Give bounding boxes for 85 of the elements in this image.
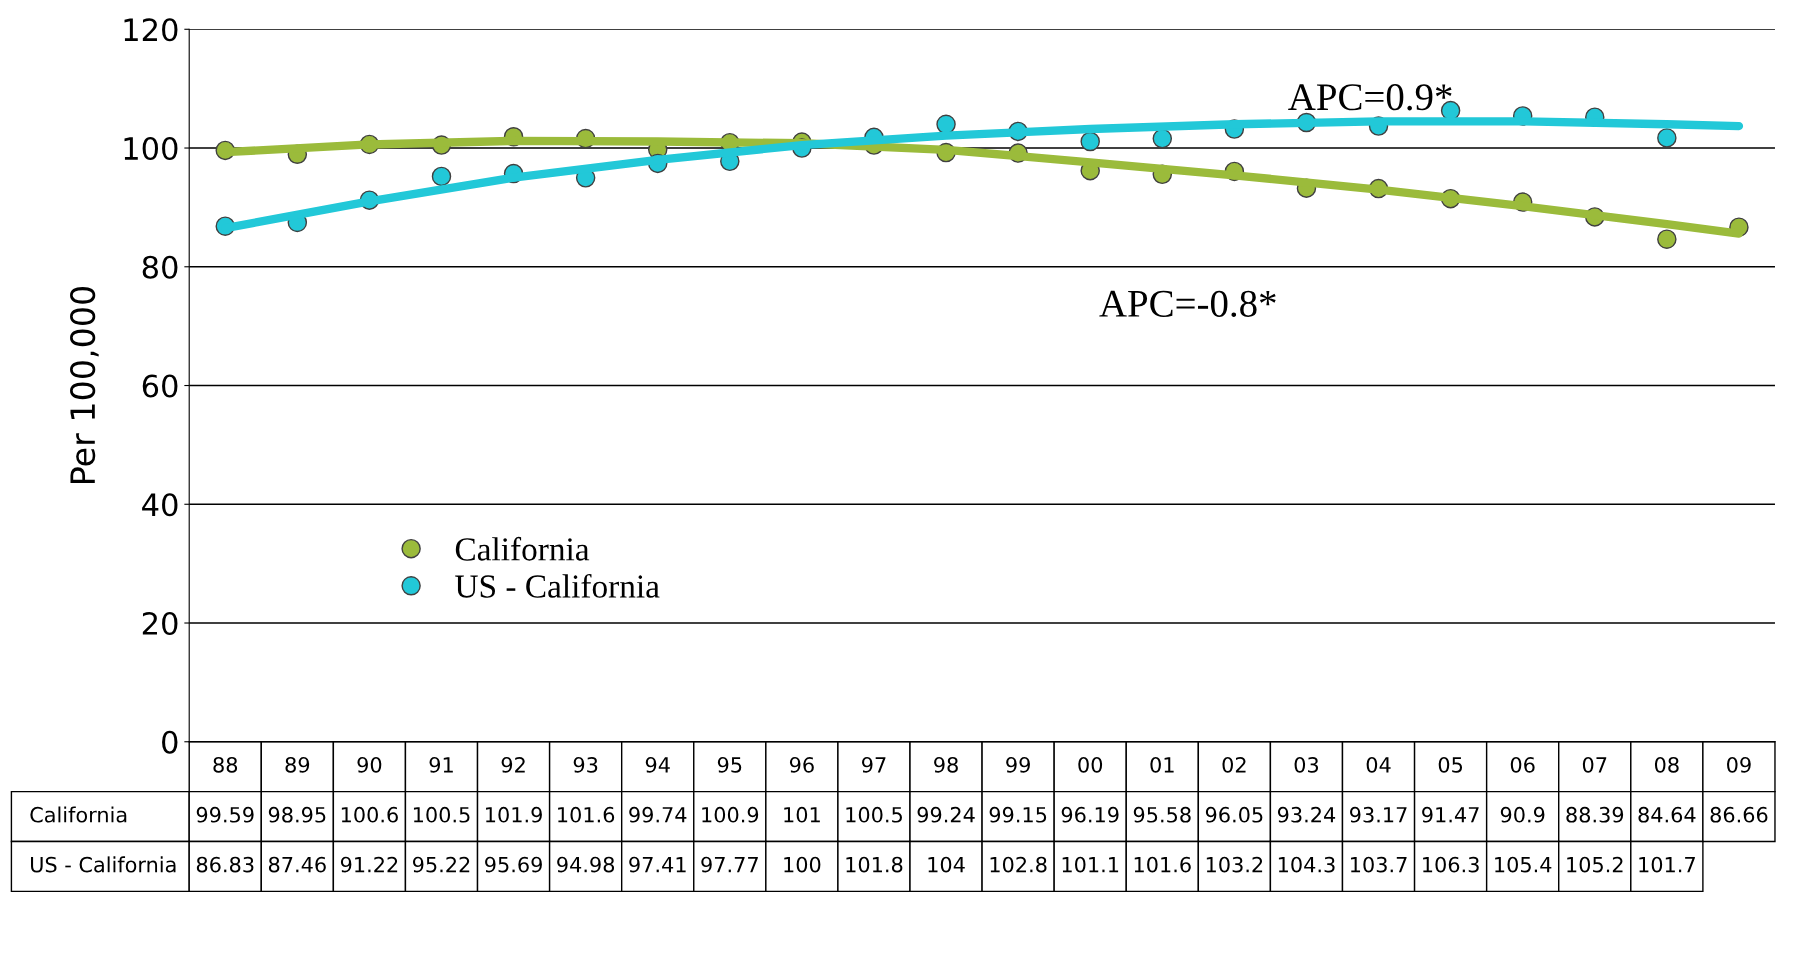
data-label: 99.59 xyxy=(196,806,254,823)
data-label: 103.7 xyxy=(1351,856,1407,873)
data-label: 101 xyxy=(784,806,820,823)
data-label: 99.24 xyxy=(917,806,975,823)
point xyxy=(1657,128,1677,148)
data-label: 86.66 xyxy=(1710,806,1768,823)
annotation: APC=0.9* xyxy=(1288,84,1452,111)
data-label: 101.8 xyxy=(846,856,903,873)
data-label: 100.9 xyxy=(702,806,759,823)
data-label: 100 xyxy=(784,856,821,873)
data-label: 101.9 xyxy=(486,806,542,823)
data-label: 101.1 xyxy=(1062,856,1119,873)
data-label: 98.95 xyxy=(268,806,326,823)
data-label: 94.98 xyxy=(557,856,615,873)
x-tick-label: 04 xyxy=(1366,756,1391,773)
x-tick-label: 98 xyxy=(934,756,958,773)
x-tick-label: 97 xyxy=(862,756,886,773)
x-tick-label: 01 xyxy=(1150,756,1174,773)
data-label: 104 xyxy=(928,856,965,873)
legend-label: US - California xyxy=(455,573,660,598)
data-label: 97.77 xyxy=(701,856,758,873)
data-label: 91.47 xyxy=(1422,806,1479,823)
x-tick-label: 05 xyxy=(1438,756,1463,773)
data-label: 95.58 xyxy=(1133,806,1191,823)
data-label: 96.05 xyxy=(1205,806,1263,823)
annotation: APC=-0.8* xyxy=(1099,290,1276,318)
point xyxy=(936,114,956,135)
point xyxy=(431,166,452,187)
data-label: 88.39 xyxy=(1566,806,1624,823)
y-tick-label: 60 xyxy=(142,374,178,398)
x-tick-label: 93 xyxy=(573,756,598,773)
x-tick-label: 88 xyxy=(213,756,238,773)
data-label: 86.83 xyxy=(196,856,254,873)
y-tick-label: 0 xyxy=(162,730,178,754)
x-tick-label: 08 xyxy=(1654,756,1679,773)
data-label: 93.24 xyxy=(1277,806,1336,823)
x-tick-label: 07 xyxy=(1582,756,1607,773)
point xyxy=(1657,229,1677,249)
x-tick-label: 02 xyxy=(1222,756,1246,773)
data-label: 106.3 xyxy=(1423,856,1479,873)
data-label: 103.2 xyxy=(1206,856,1263,873)
data-label: 95.22 xyxy=(412,856,470,873)
data-label: 101.6 xyxy=(558,806,615,823)
text: California xyxy=(30,806,127,823)
y-tick-label: 100 xyxy=(124,136,178,161)
x-tick-label: 89 xyxy=(285,756,310,773)
data-label: 104.3 xyxy=(1278,856,1335,873)
x-tick-label: 91 xyxy=(429,756,453,773)
x-tick-label: 99 xyxy=(1006,756,1030,773)
y-tick-label: 80 xyxy=(142,255,178,279)
data-label: 90.9 xyxy=(1500,806,1545,823)
data-label: 101.7 xyxy=(1639,856,1695,873)
data-label: 102.8 xyxy=(990,856,1047,873)
data-label: 99.74 xyxy=(629,806,687,823)
data-label: 95.69 xyxy=(485,856,542,873)
y-axis-title: Per 100,000 xyxy=(70,286,99,484)
data-label: 101.6 xyxy=(1134,856,1191,873)
data-label: 100.5 xyxy=(846,806,902,823)
y-tick-label: 40 xyxy=(142,493,178,517)
data-label: 105.2 xyxy=(1567,856,1623,873)
x-tick-label: 06 xyxy=(1510,756,1535,773)
x-tick-label: 94 xyxy=(645,756,670,773)
data-label: 97.41 xyxy=(629,856,686,873)
text: US - California xyxy=(31,856,176,873)
x-tick-label: 09 xyxy=(1727,756,1751,773)
data-label: 84.64 xyxy=(1638,806,1696,823)
data-label: 93.17 xyxy=(1350,806,1407,823)
x-tick-label: 00 xyxy=(1078,756,1103,773)
x-tick-label: 95 xyxy=(717,756,742,773)
y-tick-label: 20 xyxy=(142,611,178,636)
data-label: 100.5 xyxy=(413,806,470,823)
data-label: 87.46 xyxy=(268,856,326,873)
x-tick-label: 03 xyxy=(1294,756,1319,773)
data-label: 105.4 xyxy=(1495,856,1552,873)
data-label: 99.15 xyxy=(989,806,1047,823)
legend-label: California xyxy=(455,536,590,561)
data-label: 91.22 xyxy=(340,856,398,873)
y-tick-label: 120 xyxy=(124,18,178,42)
data-label: 100.6 xyxy=(341,806,398,823)
x-tick-label: 90 xyxy=(357,756,382,773)
data-label: 96.19 xyxy=(1061,806,1119,823)
point xyxy=(1152,128,1173,149)
x-tick-label: 96 xyxy=(789,756,814,773)
x-tick-label: 92 xyxy=(501,756,525,773)
point xyxy=(1080,131,1100,152)
